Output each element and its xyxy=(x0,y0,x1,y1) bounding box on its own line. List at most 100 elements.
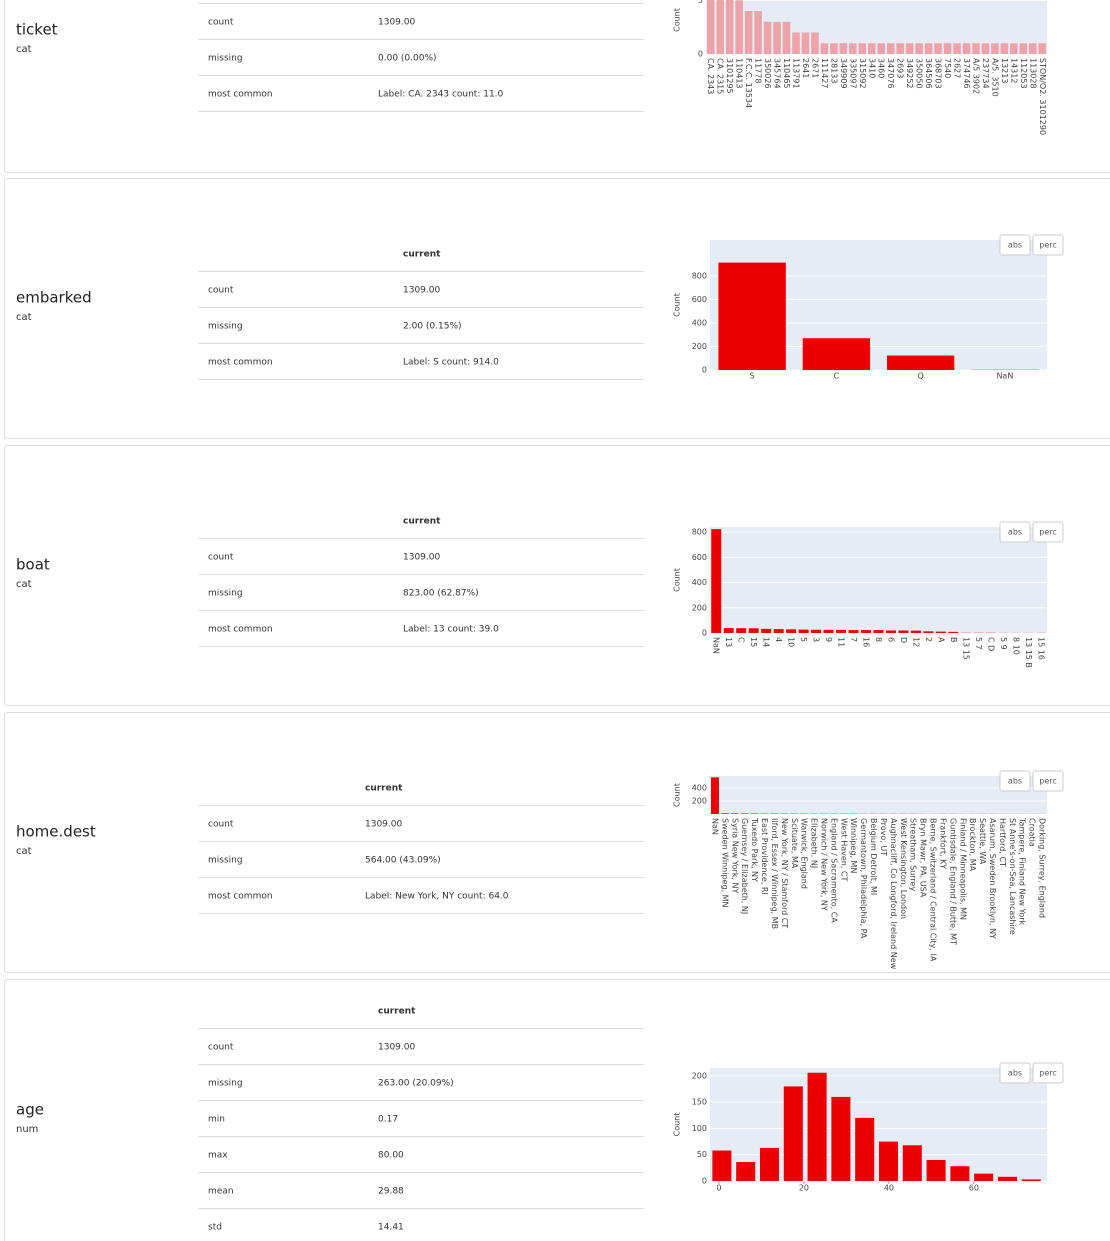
x-tick-label: 335097 xyxy=(848,58,857,89)
bar xyxy=(858,43,867,54)
x-tick-label: 12 xyxy=(911,637,920,647)
x-tick-label: 350050 xyxy=(915,58,924,89)
plot-area xyxy=(706,0,1047,54)
row-label: count xyxy=(208,286,234,296)
x-tick-label: Belgium Detroit, MI xyxy=(869,818,878,895)
row-value: Label: New York, NY count: 64.0 xyxy=(365,892,509,902)
toggle-button[interactable] xyxy=(1032,1062,1064,1084)
bar xyxy=(761,628,772,633)
toggle-button[interactable] xyxy=(1032,234,1064,256)
toggle-label[interactable]: abs xyxy=(1008,241,1022,250)
bar xyxy=(754,11,762,54)
bar xyxy=(1000,43,1009,54)
x-tick-label: 2 xyxy=(924,637,933,642)
x-tick-label: NaN xyxy=(710,818,719,835)
row-value: 1309.00 xyxy=(378,1043,415,1053)
bar xyxy=(902,1145,922,1181)
x-tick-label: 13 15 B xyxy=(1024,637,1033,668)
column-type: cat xyxy=(16,312,32,323)
column-type: cat xyxy=(16,846,32,857)
x-tick-label: 110413 xyxy=(735,58,744,89)
row-label: count xyxy=(208,18,234,28)
row-value: 1309.00 xyxy=(403,553,440,563)
card xyxy=(4,445,1110,706)
bar xyxy=(798,629,809,633)
toggle-label[interactable]: perc xyxy=(1039,1069,1057,1078)
x-tick-label: C xyxy=(737,637,746,643)
x-tick-label: Tampere, Finland New York xyxy=(1018,817,1027,926)
y-axis-title: Count xyxy=(673,8,682,32)
bar xyxy=(915,43,923,54)
bar xyxy=(723,628,734,633)
toggle-button[interactable] xyxy=(999,770,1031,792)
x-tick-label: 6 xyxy=(886,637,895,642)
bar xyxy=(910,630,921,633)
x-tick-label: 14 xyxy=(762,637,771,647)
y-tick-label: 400 xyxy=(692,784,707,793)
bar xyxy=(873,630,884,633)
x-tick-label: CA. 2315 xyxy=(716,58,725,94)
bar xyxy=(991,43,999,54)
y-tick-label: 400 xyxy=(692,578,707,587)
x-tick-label: 349252 xyxy=(905,58,914,89)
bar xyxy=(763,21,772,54)
column-name: ticket xyxy=(16,21,58,39)
x-tick-label: CA. 2343 xyxy=(706,58,715,94)
bar xyxy=(823,629,834,633)
x-tick-label: 3 xyxy=(812,637,821,642)
toggle-button[interactable] xyxy=(999,234,1031,256)
toggle-label[interactable]: abs xyxy=(1008,777,1022,786)
x-tick-label: Germantown, Philadelphia, PA xyxy=(859,818,868,939)
row-value: 1309.00 xyxy=(365,820,402,830)
row-label: missing xyxy=(208,589,243,599)
y-tick-label: 0 xyxy=(702,629,707,638)
table-header: current xyxy=(403,517,441,527)
y-tick-label: 200 xyxy=(692,797,707,806)
y-tick-label: 800 xyxy=(692,271,707,280)
bar xyxy=(782,21,791,54)
row-value: 1309.00 xyxy=(403,286,440,296)
row-value: 1309.00 xyxy=(378,18,415,28)
toggle-button[interactable] xyxy=(999,1062,1031,1084)
x-tick-label: Ilford, Essex / Winnipeg, MB xyxy=(770,818,779,929)
toggle-label[interactable]: abs xyxy=(1008,1069,1022,1078)
row-value: 80.00 xyxy=(378,1151,404,1161)
x-tick-label: Bryn Mawr, PA, USA xyxy=(919,818,928,898)
x-tick-label: 350026 xyxy=(763,58,772,89)
toggle-label[interactable]: abs xyxy=(1008,528,1022,537)
y-tick-label: 0 xyxy=(698,50,703,59)
toggle-button[interactable] xyxy=(999,521,1031,543)
x-tick-label: 368703 xyxy=(934,58,943,89)
x-tick-label: 13 xyxy=(724,637,733,647)
bar xyxy=(848,630,859,633)
bar xyxy=(935,631,946,633)
column-name: embarked xyxy=(16,289,92,307)
bar xyxy=(718,262,786,370)
bar xyxy=(836,629,847,633)
row-label: max xyxy=(208,1151,228,1161)
bar xyxy=(849,43,857,54)
toggle-label[interactable]: perc xyxy=(1039,528,1057,537)
toggle-button[interactable] xyxy=(1032,770,1064,792)
bar xyxy=(735,0,743,55)
bar xyxy=(861,630,872,633)
bar xyxy=(730,813,739,814)
row-label: most common xyxy=(208,892,273,902)
toggle-label[interactable]: perc xyxy=(1039,777,1057,786)
y-tick-label: 0 xyxy=(702,1177,707,1186)
x-tick-label: 4 xyxy=(774,637,783,642)
x-tick-label: West Haven, CT xyxy=(839,818,848,882)
toggle-label[interactable]: perc xyxy=(1039,241,1057,250)
bar xyxy=(886,355,955,370)
x-tick-label: Syria New York, NY xyxy=(730,818,739,893)
row-label: most common xyxy=(208,90,273,100)
row-value: 263.00 (20.09%) xyxy=(378,1079,454,1089)
y-tick-label: 400 xyxy=(692,318,707,327)
row-label: min xyxy=(208,1115,225,1125)
y-tick-label: 200 xyxy=(692,342,707,351)
row-value: 0.17 xyxy=(378,1115,398,1125)
x-tick-label: Tuxedo Park, NY xyxy=(750,817,759,882)
column-name: home.dest xyxy=(16,823,96,841)
table-header: current xyxy=(378,1007,416,1017)
toggle-button[interactable] xyxy=(1032,521,1064,543)
